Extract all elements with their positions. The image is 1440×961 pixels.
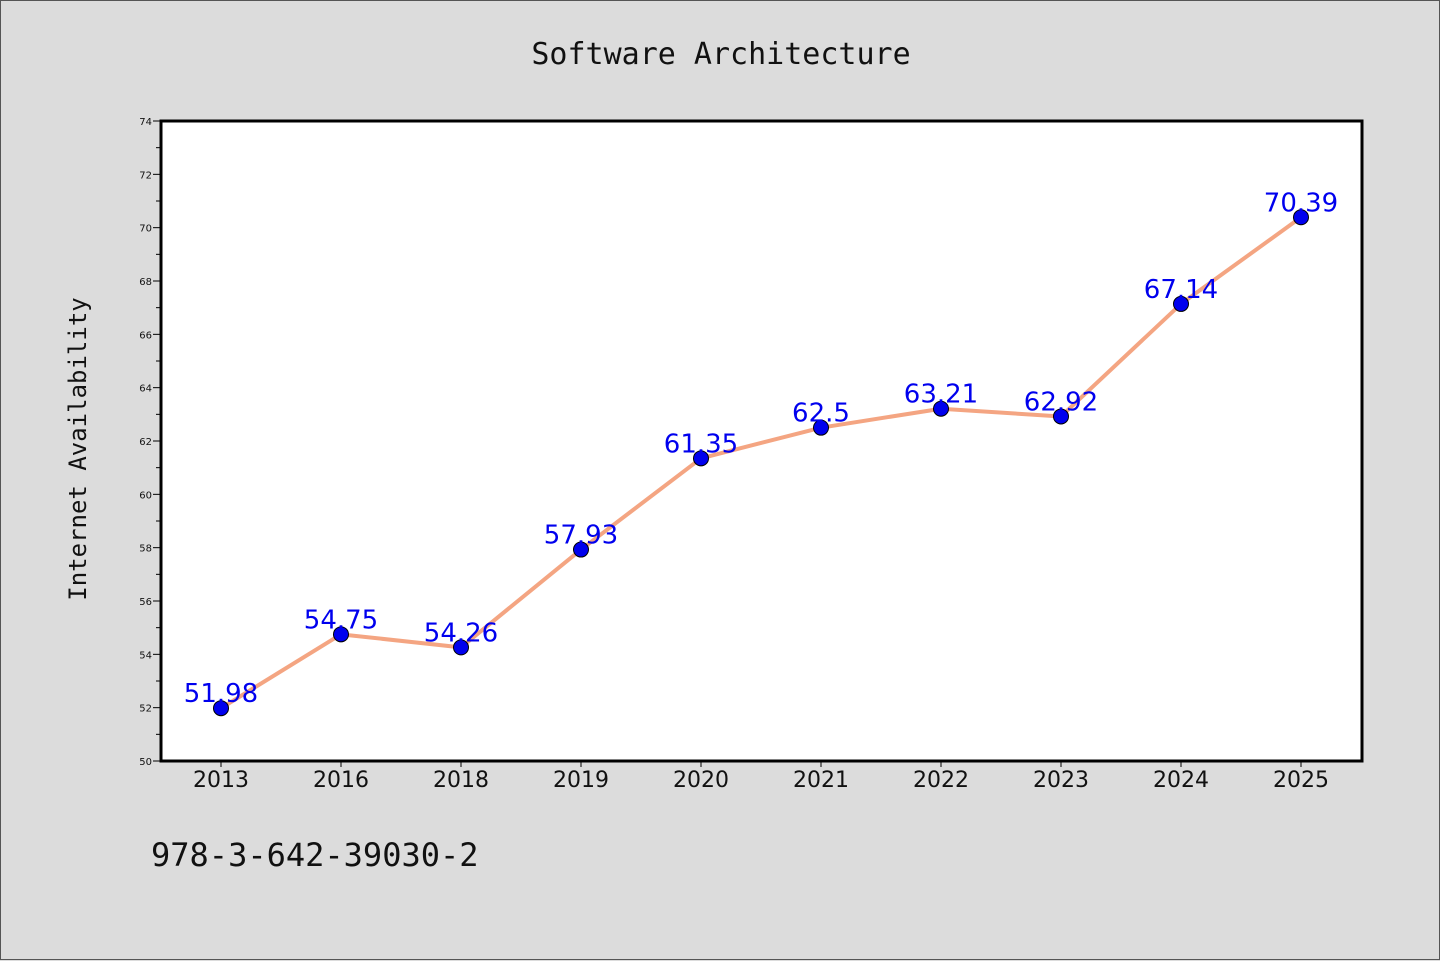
y-tick-label: 54 — [139, 650, 152, 661]
data-label: 63.21 — [904, 380, 978, 410]
x-tick-label: 2013 — [193, 768, 249, 793]
y-tick-label: 58 — [139, 544, 152, 555]
y-tick-label: 56 — [139, 597, 152, 608]
data-point — [453, 639, 469, 656]
x-tick-label: 2020 — [673, 768, 729, 793]
data-label: 62.5 — [792, 399, 850, 429]
y-tick-label: 52 — [139, 704, 152, 715]
y-tick-label: 68 — [139, 277, 152, 288]
x-tick-label: 2016 — [313, 768, 369, 793]
x-tick-label: 2022 — [913, 768, 969, 793]
data-point — [693, 450, 709, 467]
series-line — [219, 215, 1303, 710]
y-tick-label: 62 — [139, 437, 152, 448]
y-tick-label: 66 — [139, 330, 152, 341]
data-label: 62.92 — [1024, 387, 1098, 417]
data-point — [213, 700, 229, 717]
y-tick-label: 60 — [139, 490, 152, 501]
y-tick-label: 74 — [139, 117, 152, 128]
data-label: 70.39 — [1264, 188, 1338, 218]
y-tick-label: 50 — [139, 757, 152, 768]
data-point — [333, 626, 349, 643]
data-label: 61.35 — [664, 429, 738, 459]
data-label: 54.75 — [304, 605, 378, 635]
data-point — [933, 400, 949, 417]
x-tick-label: 2021 — [793, 768, 849, 793]
data-point — [1053, 408, 1069, 425]
data-label: 54.26 — [424, 618, 498, 648]
y-tick-label: 70 — [139, 224, 152, 235]
series-layer: 51.98 54.75 54.26 57.93 61.35 62.5 63.21 62.92 6… — [184, 188, 1338, 717]
data-label: 57.93 — [544, 521, 618, 551]
x-tick-label: 2025 — [1273, 768, 1329, 793]
data-point — [813, 419, 829, 436]
data-point — [573, 541, 589, 558]
data-point — [1293, 209, 1309, 226]
data-label: 67.14 — [1144, 275, 1218, 305]
y-axis-label: Internet Availability — [64, 297, 92, 600]
x-tick-label: 2019 — [553, 768, 609, 793]
y-axis: 50 52 54 56 58 60 62 64 66 68 70 72 74 — [139, 117, 161, 768]
chart-title: Software Architecture — [531, 37, 910, 72]
x-tick-label: 2024 — [1153, 768, 1209, 793]
x-tick-label: 2018 — [433, 768, 489, 793]
footer-text: 978-3-642-39030-2 — [151, 836, 479, 874]
y-tick-label: 72 — [139, 170, 152, 181]
data-label: 51.98 — [184, 679, 258, 709]
data-point — [1173, 295, 1189, 312]
x-tick-label: 2023 — [1033, 768, 1089, 793]
y-tick-label: 64 — [139, 384, 152, 395]
x-axis: 2013 2016 2018 2019 2020 2021 2022 2023 2024 2025 — [193, 761, 1329, 793]
